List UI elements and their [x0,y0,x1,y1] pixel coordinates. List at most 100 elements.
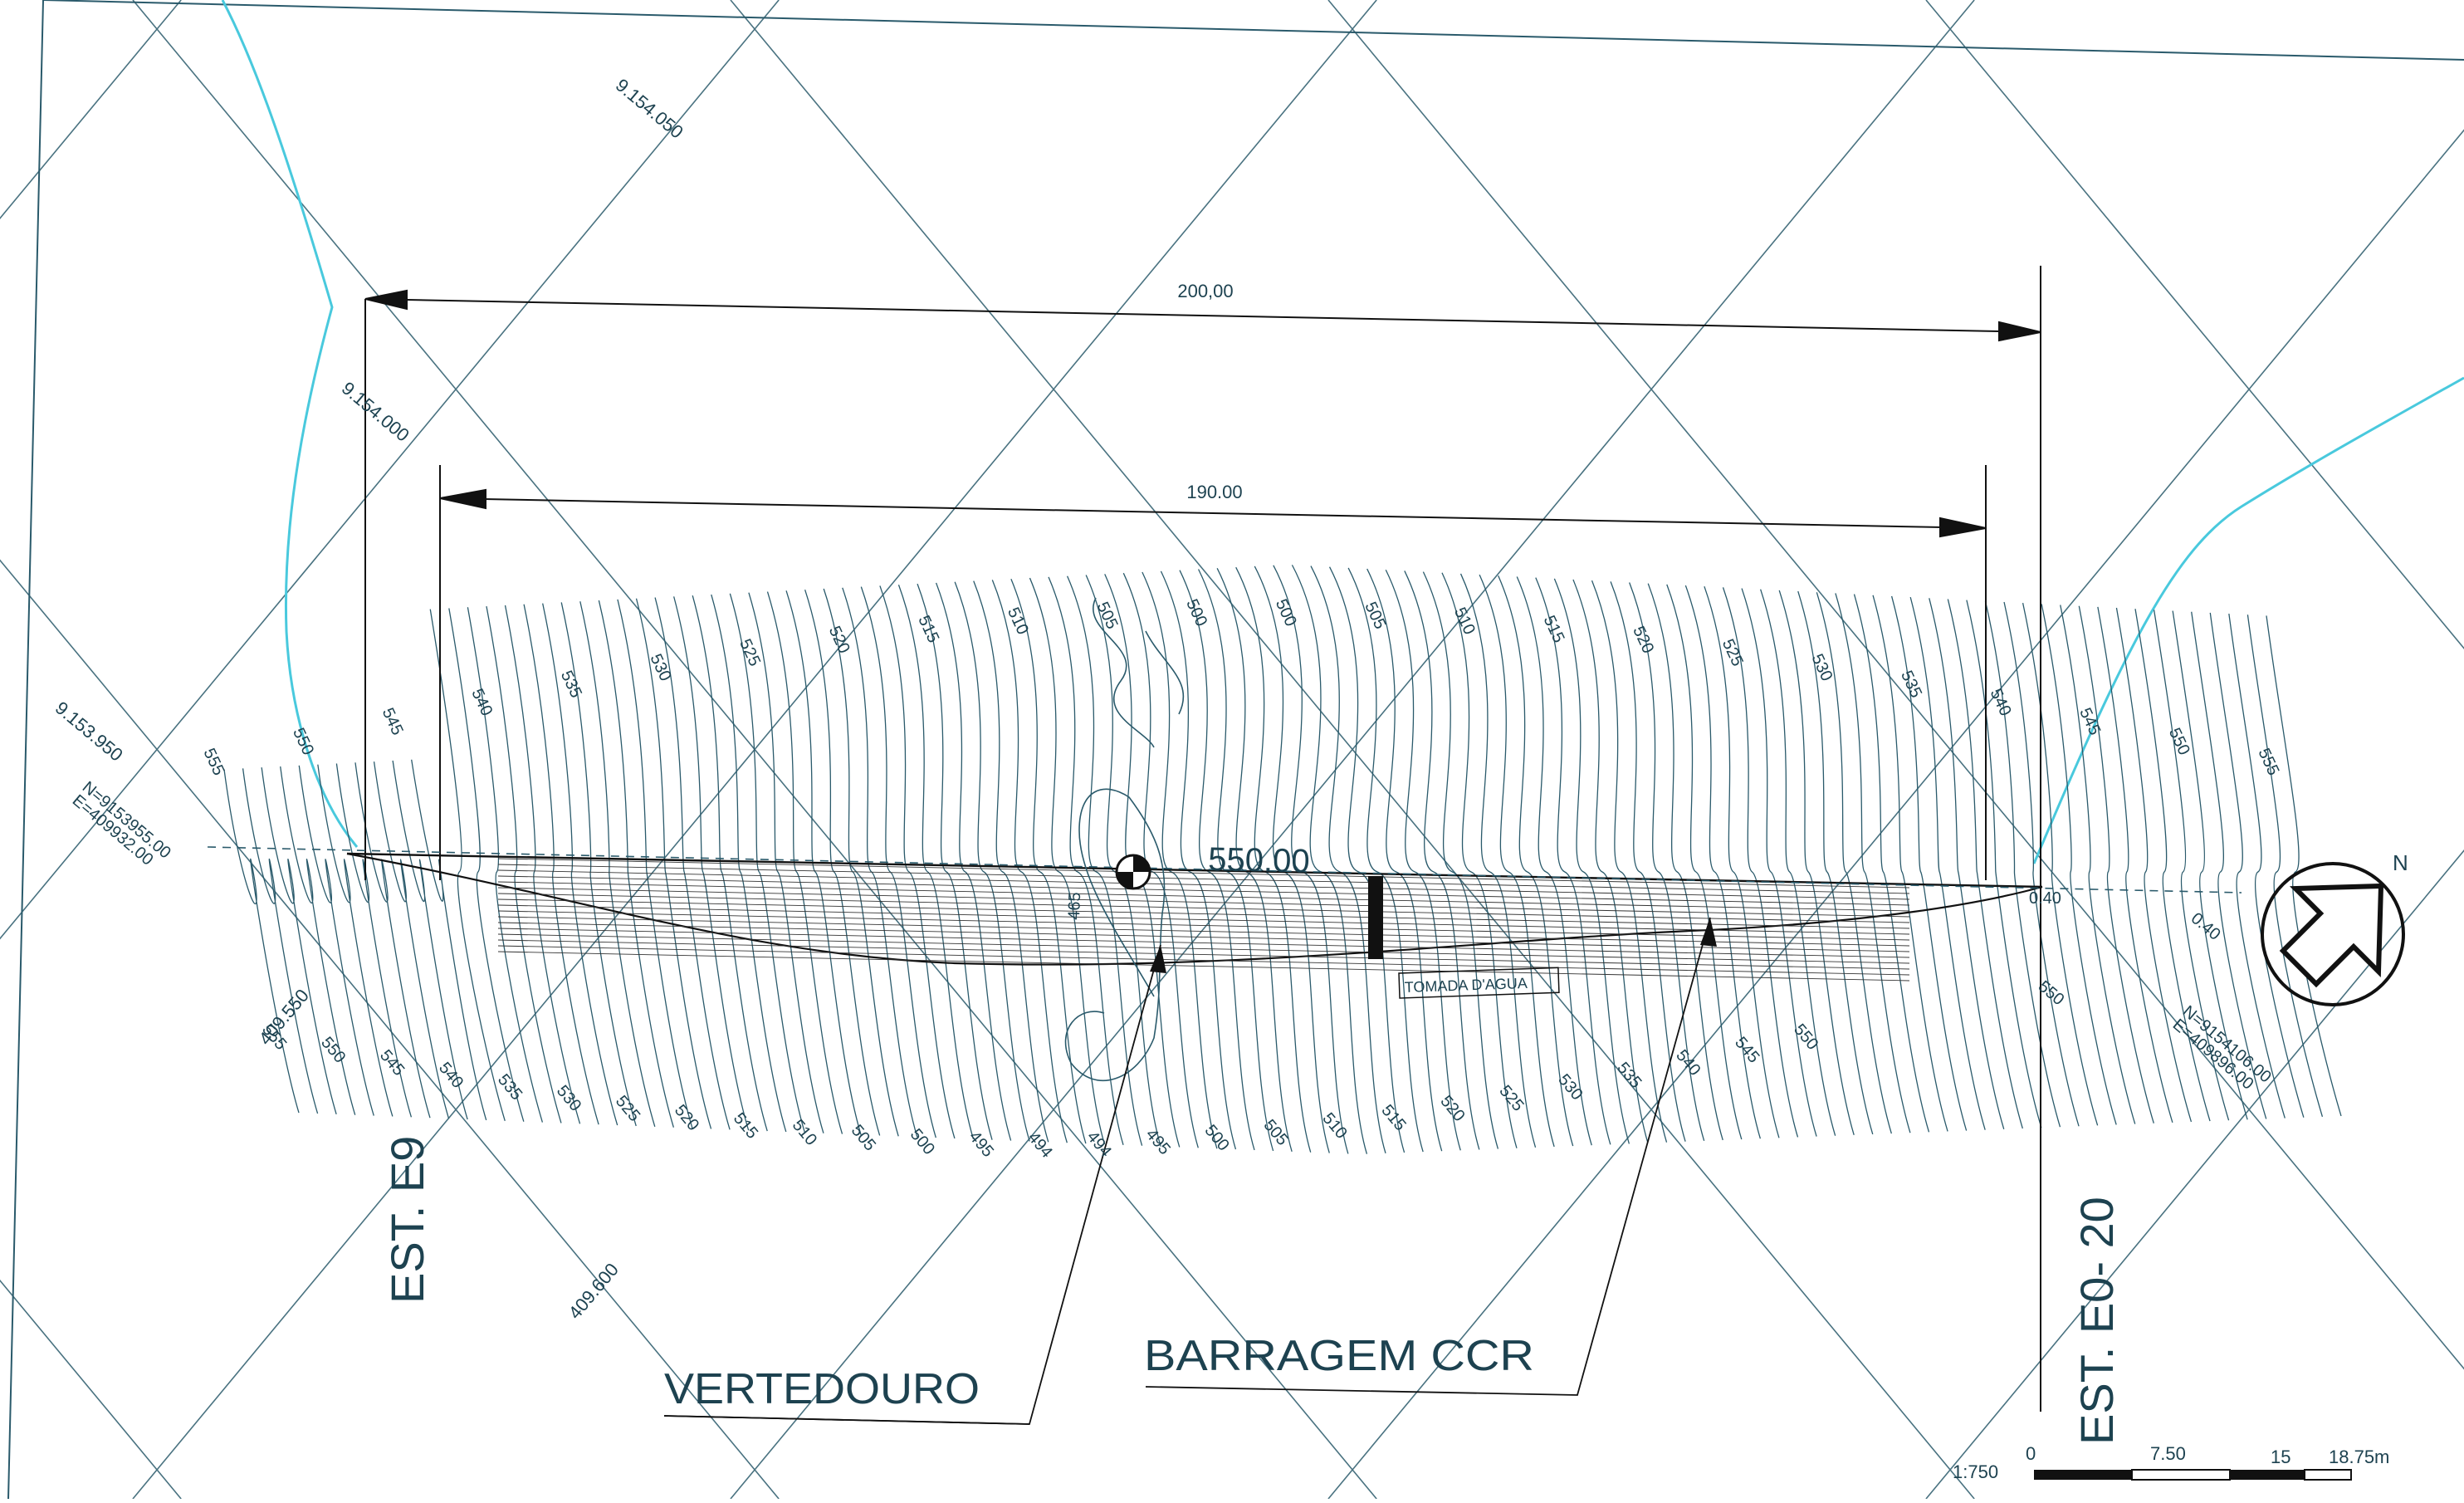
contour-line [1610,581,1686,1142]
contour-label: 540 [1987,686,2015,719]
grid-label: 9.154.050 [612,75,687,143]
contour-label: 515 [1377,1101,1409,1134]
grid-line [730,0,1975,1500]
benchmark-icon [1115,854,1151,890]
contour-line [748,592,824,1133]
contour-line [2134,609,2211,1122]
contour-label: 510 [1318,1109,1350,1143]
contour-line [1835,593,1911,1133]
contour-line [2060,605,2136,1124]
contour-line [936,582,1012,1141]
contour-line [1067,575,1143,1146]
hatch-line [497,893,1910,923]
contour-label: 525 [1495,1082,1527,1115]
river-lines [221,0,2464,864]
grid-line [1327,129,2464,1500]
contour-label: 515 [914,613,942,646]
contour-line [1647,583,1723,1141]
contour-line [335,763,413,1118]
contour-label: 555 [2254,746,2282,779]
hatch-line [497,898,1910,929]
contour-line [1479,574,1555,1148]
contour-line [298,765,374,1116]
contour-line [579,601,656,1127]
contour-label: 520 [1436,1092,1468,1125]
contour-line [2191,611,2267,1119]
contour-label: 495 [966,1128,997,1161]
hatch-line [497,881,1910,912]
contour-line [1684,585,1761,1139]
contour-line [1591,580,1668,1143]
contour-line [242,768,319,1114]
contour-line [392,760,468,1120]
contour-label: 545 [1731,1034,1762,1067]
contour-label: 540 [435,1059,467,1092]
contour-line [1704,585,1780,1138]
dam-body [346,852,2043,982]
hatch-line [497,951,1910,982]
contour-line [1722,587,1799,1138]
contour-line [654,597,731,1130]
scale-tick: 0 [2026,1443,2036,1464]
hatch-line [497,869,1910,900]
contour-label: 500 [1182,596,1210,629]
contour-line [1853,594,1930,1133]
contour-line [1629,582,1705,1142]
contour-line [991,580,1068,1143]
contour-line [2022,603,2099,1126]
scale-bar [2034,1469,2352,1481]
contour-line [1816,592,1892,1134]
contour-line [1797,590,1874,1135]
contour-label: 555 [199,746,227,779]
contour-line [1890,595,1968,1131]
contour-label: 535 [1897,668,1925,701]
contour-label: 520 [1629,624,1657,657]
grid-line [1925,0,2464,649]
label-leaders [663,917,1711,1425]
contour-line [1385,569,1461,1151]
contour-line [766,591,843,1134]
contour-line [429,609,506,1121]
contour-line [692,595,768,1132]
contour-label: 550 [289,725,317,758]
contour-line [467,607,544,1123]
contour-line [973,580,1049,1143]
grid-line [0,1279,182,1500]
contour-line [2097,606,2173,1124]
contour-line [1666,584,1743,1140]
contour-line [1516,576,1592,1146]
contour-label: 545 [2075,705,2104,738]
hatch-line [497,864,1910,894]
contour-label: 525 [736,636,764,669]
station-right: EST. E0- 20 [2070,1197,2123,1445]
contour-line [1310,565,1386,1154]
contour-line [1179,570,1255,1151]
misc-label: 0.40 [2029,889,2061,908]
dimension-inner-label: 190.00 [1186,482,1242,502]
contour-label: 494 [1083,1128,1115,1161]
contour-line [1553,578,1630,1144]
contour-label: 520 [825,624,853,657]
contour-line [280,766,356,1115]
contour-line [1404,570,1480,1150]
contour-label: 510 [789,1116,820,1149]
contour-line [1909,596,1986,1130]
contour-line [729,593,805,1133]
hatch-line [497,858,1910,889]
contour-label: 500 [1201,1122,1233,1155]
misc-label: 0.40 [2188,909,2224,944]
contour-line [223,769,300,1114]
contour-line [523,604,599,1125]
contour-line [1741,588,1817,1137]
intake-label-box: TOMADA D'AGUA [1398,967,1560,999]
scale-ratio: 1:750 [1953,1461,1998,1482]
grid-label: 9.154.000 [338,378,413,446]
grid-line [0,0,182,220]
contour-line [317,764,394,1117]
contour-line [2266,615,2342,1117]
contour-label: 494 [1024,1128,1056,1162]
contour-line [1498,575,1574,1147]
dimension-lines [364,266,2041,1412]
